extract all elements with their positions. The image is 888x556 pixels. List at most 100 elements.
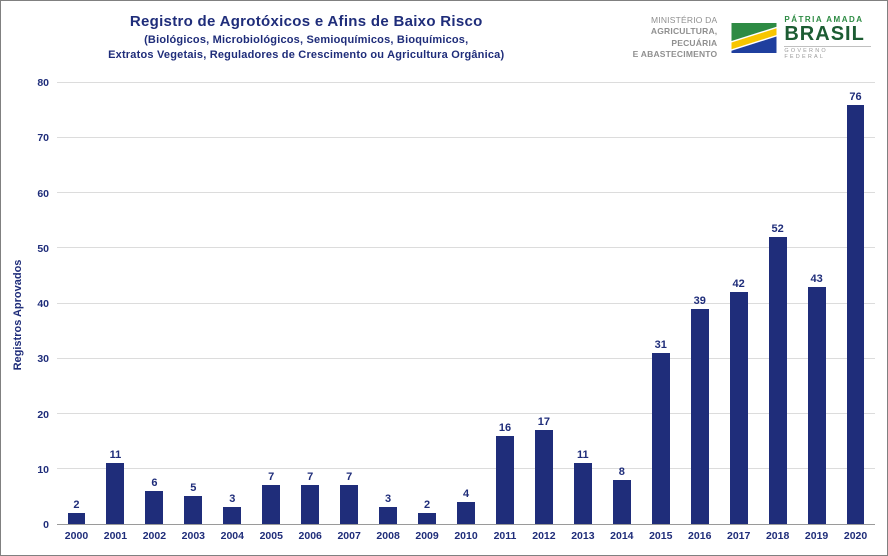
y-tick-label: 50	[37, 242, 49, 255]
ministry-text: MINISTÉRIO DA AGRICULTURA, PECUÁRIA E AB…	[603, 15, 718, 59]
x-tick-label: 2006	[298, 530, 322, 542]
bar	[729, 292, 748, 524]
bars-container: 2 11 6 5 3 7 7 7 3 2 4 16 17 11 8 31 39 42 52 43 76	[57, 83, 875, 524]
gridline	[57, 137, 875, 139]
logos: MINISTÉRIO DA AGRICULTURA, PECUÁRIA E AB…	[603, 9, 875, 60]
chart-subtitle: (Biológicos, Microbiológicos, Semioquími…	[9, 33, 603, 64]
bar-value-label: 11	[109, 449, 122, 462]
y-tick-label: 30	[37, 353, 49, 366]
x-tick-label: 2009	[415, 530, 439, 542]
x-labels: 2000 2001 2002 2003 2004 2005 2006 2007 2008 2009…	[57, 525, 875, 547]
gridline	[57, 302, 875, 304]
x-tick-label: 2013	[571, 530, 595, 542]
x-tick-label: 2010	[454, 530, 478, 542]
y-tick-label: 70	[37, 132, 49, 145]
y-tick-label: 60	[37, 187, 49, 200]
bar-column: 11	[96, 83, 135, 524]
x-tick-label: 2005	[259, 530, 283, 542]
bar	[807, 286, 826, 524]
x-tick-label: 2000	[64, 530, 89, 542]
bar-column: 43	[797, 83, 836, 524]
bar-column: 76	[836, 83, 875, 524]
bar-value-label: 11	[577, 449, 589, 462]
chart-area: Registros Aprovados 0 10 20 30 40 50 60 70 80 2 1…	[9, 77, 875, 547]
bar	[612, 479, 631, 524]
bar-value-label: 16	[498, 421, 512, 434]
chart-column: 0 10 20 30 40 50 60 70 80 2 11 6 5 3 7 7 7 3 2 4 16 17 11 8 31 3…	[27, 77, 875, 547]
bar-column: 2	[57, 83, 96, 524]
y-axis-title: Registros Aprovados	[12, 259, 24, 371]
y-tick-label: 40	[37, 298, 49, 310]
y-axis: 0 10 20 30 40 50 60 70 80	[27, 77, 57, 531]
bar-column: 5	[174, 83, 213, 524]
gridline	[57, 412, 875, 414]
y-tick-label: 0	[43, 519, 49, 531]
bar-value-label: 43	[810, 272, 823, 285]
y-tick-label: 80	[37, 77, 49, 89]
x-tick-label: 2002	[142, 530, 167, 542]
bar	[262, 485, 281, 524]
bar-value-label: 5	[190, 482, 197, 495]
gov-logo-main-label: BRASIL	[784, 23, 865, 45]
x-tick-label: 2018	[765, 530, 790, 542]
bar	[573, 463, 592, 524]
x-tick-label: 2015	[649, 530, 673, 542]
bar-column: 17	[524, 83, 563, 524]
x-tick-label: 2003	[181, 530, 206, 542]
bar-value-label: 3	[385, 493, 392, 506]
bar	[223, 507, 242, 524]
bar-column: 7	[291, 83, 330, 524]
chart-title: Registro de Agrotóxicos e Afins de Baixo…	[129, 13, 483, 30]
gov-logo-top-label: PÁTRIA AMADA	[784, 15, 864, 24]
bar	[768, 237, 787, 524]
bar	[457, 501, 475, 524]
bar-value-label: 42	[732, 278, 745, 291]
chart-subtitle-line1: (Biológicos, Microbiológicos, Semioquími…	[144, 34, 469, 46]
bar-column: 3	[369, 83, 408, 524]
x-tick-label: 2007	[337, 530, 361, 542]
gridline	[57, 82, 875, 83]
bar	[106, 463, 125, 524]
x-tick-label: 2016	[688, 530, 712, 542]
bar-value-label: 31	[654, 339, 667, 352]
x-tick-label: 2020	[843, 530, 868, 542]
header: Registro de Agrotóxicos e Afins de Baixo…	[9, 9, 875, 79]
bar-column: 42	[719, 83, 758, 524]
gridline	[57, 357, 875, 359]
x-tick-label: 2004	[220, 530, 244, 542]
gridline	[57, 192, 875, 194]
bar-value-label: 3	[229, 493, 236, 506]
x-tick-label: 2014	[610, 530, 634, 542]
bar	[846, 105, 865, 524]
bar-value-label: 17	[537, 416, 551, 429]
gov-logo-bottom-label: GOVERNO FEDERAL	[784, 46, 871, 60]
bar-column: 4	[447, 83, 486, 524]
bar-value-label: 76	[849, 91, 862, 104]
bar-column: 52	[758, 83, 797, 524]
bar-value-label: 8	[618, 465, 625, 478]
bar-column: 11	[563, 83, 602, 524]
bar-column: 31	[641, 83, 680, 524]
bar-value-label: 4	[462, 487, 470, 500]
bar-column: 16	[485, 83, 524, 524]
bar	[67, 512, 86, 524]
ministry-line1: MINISTÉRIO DA	[651, 15, 718, 26]
x-tick-label: 2019	[804, 530, 829, 542]
brazil-flag-icon	[731, 22, 777, 53]
gridline	[57, 247, 875, 249]
gridline	[57, 467, 875, 469]
bar	[496, 435, 514, 524]
bar	[690, 309, 709, 524]
bar-value-label: 52	[771, 223, 784, 236]
x-tick-label: 2012	[532, 530, 556, 542]
chart-subtitle-line2: Extratos Vegetais, Reguladores de Cresci…	[108, 49, 505, 62]
x-tick-label: 2001	[103, 530, 128, 542]
bar-value-label: 39	[693, 295, 706, 308]
x-tick-label: 2017	[727, 530, 751, 542]
bar	[301, 485, 320, 524]
government-logo: PÁTRIA AMADA BRASIL GOVERNO FEDERAL	[731, 15, 871, 60]
x-tick-label: 2008	[376, 530, 400, 542]
bar-value-label: 7	[307, 471, 314, 484]
bar	[340, 485, 359, 524]
